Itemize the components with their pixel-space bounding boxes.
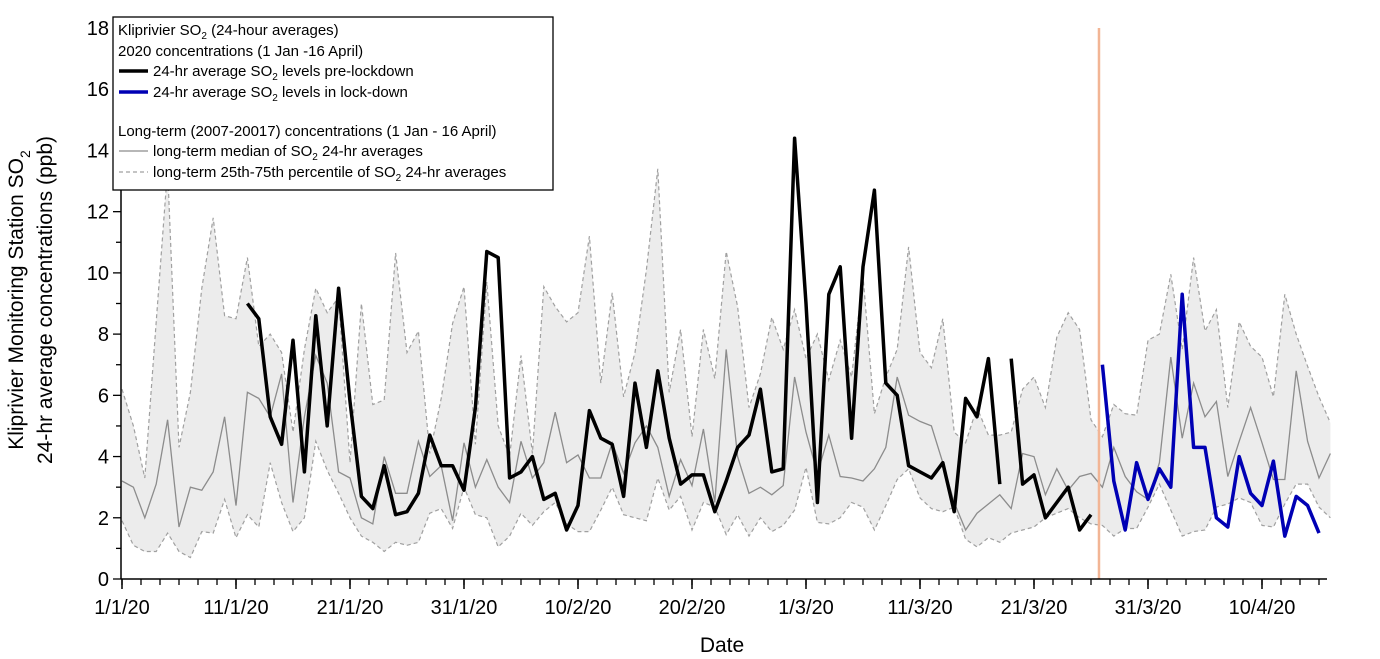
x-tick-label: 11/3/20 [887, 597, 952, 619]
y-tick-label: 12 [87, 202, 109, 224]
y-tick-label: 2 [98, 508, 109, 530]
x-tick-label: 10/2/20 [545, 597, 612, 619]
series-lockdown [1100, 292, 1321, 538]
series-25th-percentile [121, 438, 1331, 559]
x-axis-title: Date [700, 634, 744, 657]
y-tick-label: 10 [87, 263, 109, 285]
legend-title: Kliprivier SO2 (24-hour averages) [118, 22, 339, 42]
legend-group-2020: 2020 concentrations (1 Jan -16 April) [118, 43, 363, 60]
axes: 0 2 4 6 8 10 12 14 16 18 1/1/20 11/1/20 21/1/20 31/1/… [87, 18, 1327, 619]
y-tick-label: 0 [98, 569, 109, 591]
x-tick-label: 21/3/20 [1001, 597, 1068, 619]
legend-label-percentile: long-term 25th-75th percentile of SO2 24… [153, 164, 506, 184]
series-75th-percentile [121, 168, 1331, 479]
legend-label-pre-lockdown: 24-hr average SO2 levels pre-lockdown [153, 63, 414, 83]
x-tick-label: 20/2/20 [659, 597, 726, 619]
x-tick-label: 1/1/20 [94, 597, 150, 619]
y-tick-label: 6 [98, 385, 109, 407]
y-axis-title-line2: 24-hr average concentrations (ppb) [34, 136, 57, 464]
series-pre-lockdown-segment-2 [1009, 358, 1093, 532]
x-tick-label: 31/1/20 [431, 597, 498, 619]
plot-area [121, 28, 1331, 579]
legend-label-lockdown: 24-hr average SO2 levels in lock-down [153, 84, 408, 104]
legend-label-median: long-term median of SO2 24-hr averages [153, 143, 423, 163]
y-tick-label: 16 [87, 79, 109, 101]
y-tick-label: 8 [98, 324, 109, 346]
y-tick-label: 14 [87, 140, 109, 162]
legend: Kliprivier SO2 (24-hour averages) 2020 c… [112, 16, 554, 191]
x-tick-label: 11/1/20 [203, 597, 268, 619]
y-tick-label: 18 [87, 18, 109, 40]
y-tick-label: 4 [98, 447, 109, 469]
x-tick-label: 21/1/20 [317, 597, 384, 619]
legend-box [112, 16, 554, 191]
x-tick-label: 1/3/20 [778, 597, 834, 619]
y-axis-title-line1: Kliprivier Monitoring Station SO2 [5, 150, 33, 450]
series-pre-lockdown-segment-1 [245, 136, 1002, 532]
legend-group-longterm: Long-term (2007-20017) concentrations (1… [118, 123, 497, 140]
x-tick-label: 31/3/20 [1115, 597, 1182, 619]
x-tick-label: 10/4/20 [1229, 597, 1296, 619]
